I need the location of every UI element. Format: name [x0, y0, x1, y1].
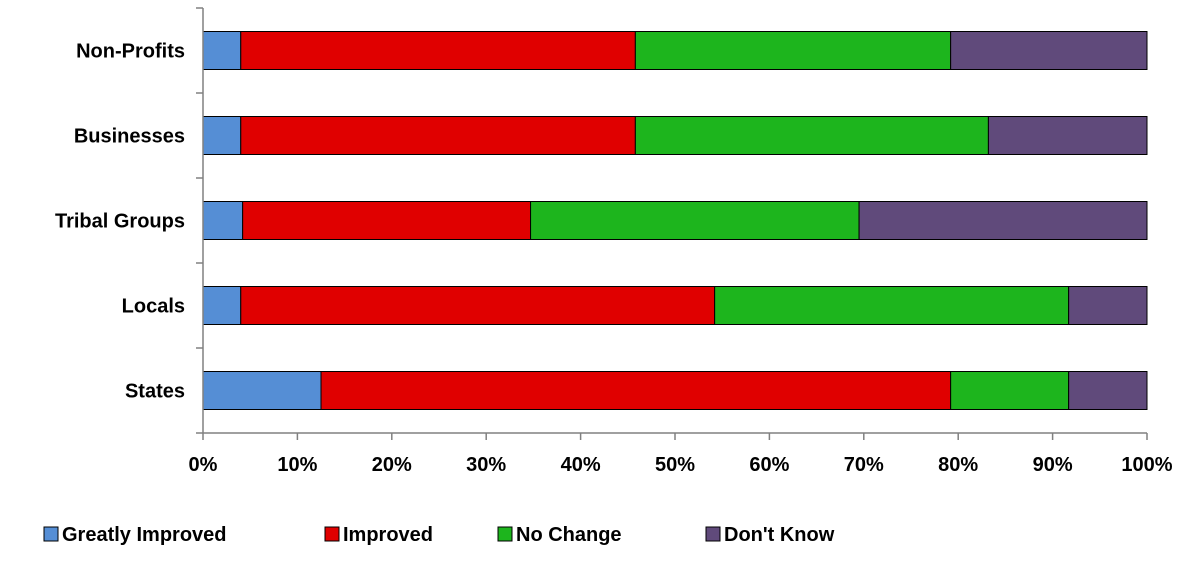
- bar-segment-businesses-no-change: [634, 116, 989, 155]
- bar-segment-tribal-groups-greatly-improved: [202, 201, 244, 240]
- bar-segment-locals-don-t-know: [1068, 286, 1148, 325]
- bar-segment-tribal-groups-improved: [242, 201, 532, 240]
- category-label: States: [125, 381, 185, 403]
- legend-swatch-don-t-know: [705, 526, 721, 542]
- bar-segment-states-greatly-improved: [202, 371, 322, 410]
- legend-label: Improved: [343, 524, 433, 546]
- bar-segment-locals-greatly-improved: [202, 286, 242, 325]
- bar-segment-states-improved: [320, 371, 952, 410]
- legend-swatch-greatly-improved: [43, 526, 59, 542]
- x-tick-label: 40%: [561, 454, 601, 476]
- x-tick-labels: 0% 10% 20% 30% 40% 50% 60% 70% 80% 90% 100%: [189, 454, 1173, 476]
- legend-label: No Change: [516, 524, 622, 546]
- bar-segment-non-profits-improved: [240, 31, 636, 70]
- bar-segment-tribal-groups-no-change: [530, 201, 860, 240]
- bar-segment-locals-improved: [240, 286, 716, 325]
- x-tick-label: 30%: [466, 454, 506, 476]
- x-tick-label: 50%: [655, 454, 695, 476]
- legend-swatch-improved: [324, 526, 340, 542]
- category-label: Locals: [122, 296, 185, 318]
- x-tick-label: 0%: [189, 454, 218, 476]
- x-tick-label: 60%: [749, 454, 789, 476]
- bar-segment-non-profits-no-change: [634, 31, 952, 70]
- legend-swatch-no-change: [497, 526, 513, 542]
- category-labels: States Locals Tribal Groups Businesses Non-P…: [55, 41, 185, 403]
- category-label: Businesses: [74, 126, 185, 148]
- bar-segment-businesses-greatly-improved: [202, 116, 242, 155]
- bars-group: [202, 31, 1148, 410]
- bar-segment-non-profits-greatly-improved: [202, 31, 242, 70]
- bar-segment-non-profits-don-t-know: [950, 31, 1148, 70]
- bar-segment-tribal-groups-don-t-know: [858, 201, 1148, 240]
- x-tick-label: 20%: [372, 454, 412, 476]
- x-tick-label: 80%: [938, 454, 978, 476]
- bar-segment-states-no-change: [950, 371, 1070, 410]
- x-tick-label: 90%: [1033, 454, 1073, 476]
- category-label: Non-Profits: [76, 41, 185, 63]
- legend-label: Don't Know: [724, 524, 835, 546]
- legend-label: Greatly Improved: [62, 524, 227, 546]
- x-tick-label: 70%: [844, 454, 884, 476]
- category-label: Tribal Groups: [55, 211, 185, 233]
- bar-segment-states-don-t-know: [1068, 371, 1148, 410]
- axes-group: [196, 7, 1148, 440]
- bar-segment-businesses-don-t-know: [987, 116, 1148, 155]
- bar-segment-locals-no-change: [714, 286, 1070, 325]
- legend: Greatly Improved Improved No Change Don't K…: [43, 524, 835, 546]
- bar-segment-businesses-improved: [240, 116, 636, 155]
- x-tick-label: 10%: [277, 454, 317, 476]
- x-tick-label: 100%: [1121, 454, 1172, 476]
